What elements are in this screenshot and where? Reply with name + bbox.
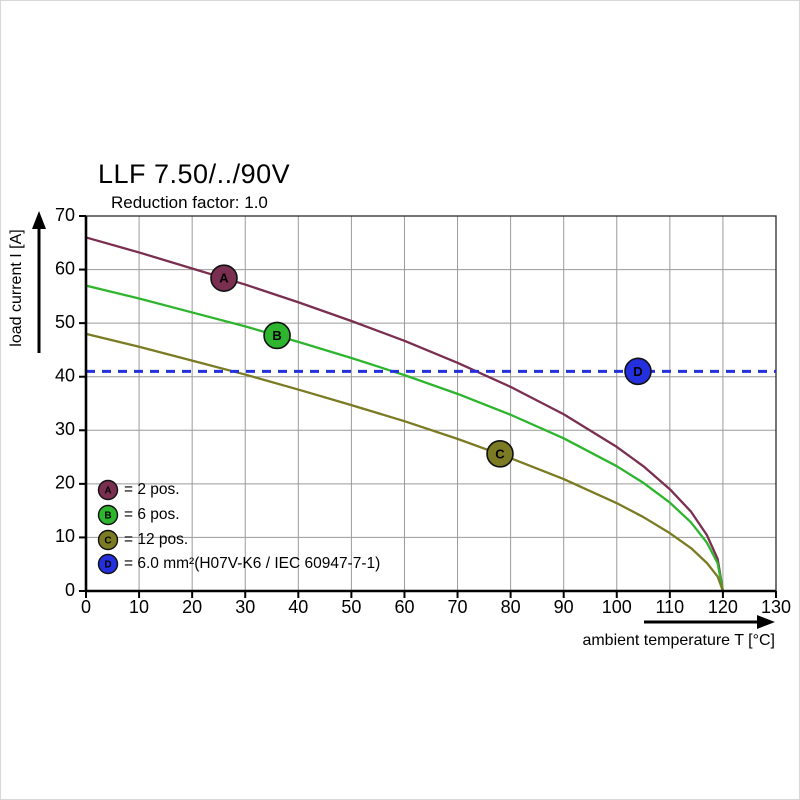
legend-text-A: = 2 pos.	[124, 481, 180, 498]
marker-C	[486, 440, 514, 468]
x-tick-label: 20	[182, 597, 202, 617]
marker-A	[210, 264, 238, 292]
legend-marker-D	[97, 553, 119, 575]
x-axis-arrow-icon	[757, 615, 775, 629]
marker-letter-C: C	[495, 446, 505, 461]
y-axis-annotation: load current I [A]	[8, 211, 46, 353]
legend-letter-B: B	[104, 511, 111, 522]
y-axis-label: load current I [A]	[8, 229, 25, 346]
y-tick-label: 30	[55, 419, 75, 439]
legend-marker-C	[97, 529, 119, 551]
y-tick-label: 70	[55, 205, 75, 225]
x-tick-label: 50	[341, 597, 361, 617]
legend-letter-C: C	[104, 536, 111, 547]
y-tick-label: 60	[55, 258, 75, 278]
grid-lines	[86, 216, 776, 591]
x-tick-label: 10	[129, 597, 149, 617]
x-tick-label: 0	[81, 597, 91, 617]
chart-title: LLF 7.50/../90V	[98, 159, 291, 189]
legend-text-C: = 12 pos.	[124, 531, 188, 548]
x-tick-label: 130	[761, 597, 791, 617]
curve-B	[85, 284, 725, 592]
y-tick-label: 10	[55, 526, 75, 546]
legend-letter-D: D	[104, 560, 111, 571]
x-tick-label: 70	[448, 597, 468, 617]
x-axis-annotation: ambient temperature T [°C]	[582, 615, 775, 649]
axis-ticks: 0 10 20 30 40 50 60 70 80 90 100 110 120 130 0 10 20 30 40…	[55, 205, 791, 617]
curve-markers: A B C D	[210, 264, 652, 468]
y-tick-label: 50	[55, 312, 75, 332]
y-tick-label: 20	[55, 473, 75, 493]
legend-text-D: = 6.0 mm²(H07V-K6 / IEC 60947-7-1)	[124, 555, 380, 572]
chart-subtitle: Reduction factor: 1.0	[111, 193, 268, 212]
marker-letter-B: B	[272, 328, 281, 343]
y-tick-label: 0	[65, 580, 75, 600]
x-tick-label: 30	[235, 597, 255, 617]
marker-D	[624, 357, 652, 386]
marker-B	[263, 321, 291, 350]
y-tick-label: 40	[55, 365, 75, 385]
marker-letter-A: A	[219, 271, 229, 286]
x-tick-label: 60	[394, 597, 414, 617]
legend-text-B: = 6 pos.	[124, 506, 180, 523]
x-tick-label: 120	[708, 597, 738, 617]
x-tick-label: 90	[554, 597, 574, 617]
marker-letter-D: D	[633, 364, 642, 379]
legend-letter-A: A	[104, 486, 111, 497]
x-tick-label: 40	[288, 597, 308, 617]
x-axis-label: ambient temperature T [°C]	[582, 632, 775, 649]
x-tick-label: 100	[602, 597, 632, 617]
y-axis-arrow-icon	[32, 211, 46, 229]
x-tick-label: 80	[501, 597, 521, 617]
legend: A = 2 pos. B = 6 pos. C = 12 pos. D = 6.0 mm²(H…	[97, 479, 380, 575]
legend-marker-B	[97, 504, 119, 526]
x-tick-label: 110	[655, 597, 684, 617]
legend-marker-A	[97, 479, 119, 501]
